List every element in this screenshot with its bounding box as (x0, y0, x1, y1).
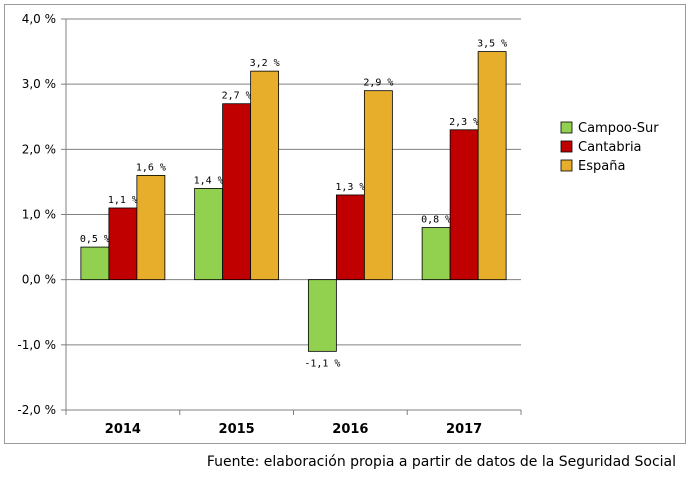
bar-campoo-sur-2017 (421, 227, 451, 281)
data-label: 1,3 % (335, 182, 365, 193)
bar-campoo-sur-2014 (80, 246, 110, 281)
data-label: 1,4 % (194, 175, 224, 186)
y-tick-label: 1,0 % (22, 208, 56, 222)
legend-swatch-espa-a (560, 159, 573, 172)
y-tick-label: -2,0 % (17, 403, 56, 417)
bar-campoo-sur-2016 (307, 279, 337, 352)
data-label: 2,3 % (449, 117, 479, 128)
data-label: -1,1 % (304, 358, 340, 369)
data-label: 2,7 % (222, 91, 252, 102)
legend-swatch-campoo-sur (560, 121, 573, 134)
data-label: 2,9 % (363, 78, 393, 89)
bar-cantabria-2016 (335, 194, 365, 281)
category-label: 2016 (332, 422, 368, 437)
bar-cantabria-2014 (108, 207, 138, 281)
data-label: 1,1 % (108, 195, 138, 206)
data-label: 0,5 % (80, 234, 110, 245)
legend-swatch-cantabria (560, 140, 573, 153)
bar-campoo-sur-2015 (194, 188, 224, 281)
bar-chart: 4,0 % 3,0 % 2,0 % 1,0 % 0,0 % -1,0 % -2,0 % 0,5… (17, 12, 659, 437)
bar-cantabria-2015 (222, 103, 252, 281)
data-label: 1,6 % (136, 162, 166, 173)
chart-frame: 4,0 % 3,0 % 2,0 % 1,0 % 0,0 % -1,0 % -2,0 % 0,5… (4, 4, 686, 444)
y-tick-label: 4,0 % (22, 12, 56, 26)
data-label: 0,8 % (421, 215, 451, 226)
source-note: Fuente: elaboración propia a partir de d… (206, 454, 676, 470)
category-label: 2014 (105, 422, 141, 437)
y-tick-label: 0,0 % (22, 273, 56, 287)
legend-label: Campoo-Sur (578, 121, 659, 136)
y-tick-label: 2,0 % (22, 142, 56, 156)
data-label: 3,5 % (477, 39, 507, 50)
category-label: 2015 (219, 422, 255, 437)
bar-espa-a-2015 (250, 70, 280, 281)
legend-label: España (578, 159, 625, 174)
bar-espa-a-2014 (136, 174, 166, 281)
bar-espa-a-2017 (477, 51, 507, 281)
y-tick-label: -1,0 % (17, 338, 56, 352)
category-label: 2017 (446, 422, 482, 437)
legend-label: Cantabria (578, 140, 642, 155)
y-tick-label: 3,0 % (22, 77, 56, 91)
data-label: 3,2 % (250, 58, 280, 69)
bar-cantabria-2017 (449, 129, 479, 281)
bar-espa-a-2016 (363, 90, 393, 281)
